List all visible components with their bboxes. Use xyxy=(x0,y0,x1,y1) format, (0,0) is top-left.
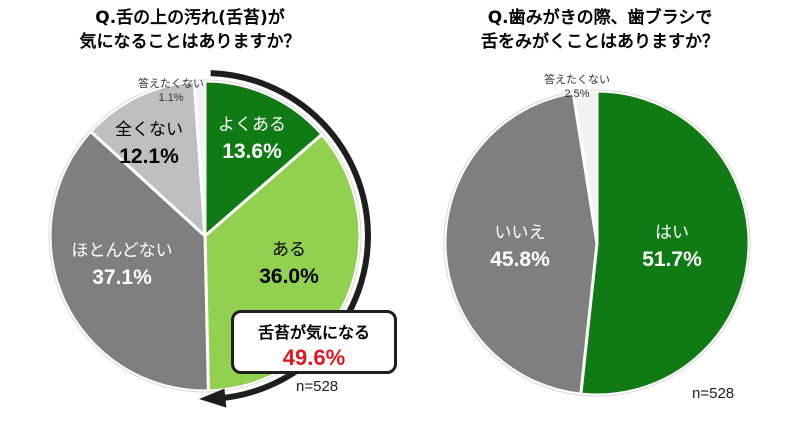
callout-label: 舌苔が気になる xyxy=(257,323,370,342)
pie-slice-left-3 xyxy=(88,79,207,240)
pie-slice-left-0 xyxy=(203,79,325,240)
slice-value-label: 2.5% xyxy=(564,88,589,100)
slice-label: 答えたくない xyxy=(138,76,204,90)
slice-value-label: 12.1% xyxy=(119,145,179,168)
slice-label: はい xyxy=(655,223,689,243)
callout-arrowhead xyxy=(199,388,227,408)
slice-label: よくある xyxy=(218,115,286,135)
slice-label: ある xyxy=(272,240,306,260)
callout-value: 49.6% xyxy=(282,345,346,370)
chart-title-left-line-2: 気になることはありますか？ xyxy=(79,32,301,52)
chart-title-right: Q.歯みがきの際、歯ブラシで 舌をみがくことはありますか？ xyxy=(430,6,770,54)
pie-slice-right-1 xyxy=(443,91,599,396)
pie-outline xyxy=(443,89,751,397)
sample-size-left: n=528 xyxy=(296,378,339,395)
chart-title-right-line-1: Q.歯みがきの際、歯ブラシで xyxy=(487,8,713,28)
callout-arc-arrow xyxy=(199,70,371,408)
pie-outline xyxy=(48,79,362,393)
slice-value-label: 51.7% xyxy=(642,248,702,271)
slice-value-label: 1.1% xyxy=(158,92,183,104)
slice-value-label: 45.8% xyxy=(490,248,550,271)
callout-box: 舌苔が気になる 49.6% xyxy=(231,310,397,374)
pie-slice-right-0 xyxy=(579,89,751,397)
callout-arc xyxy=(210,70,371,402)
pie-slice-right-2 xyxy=(571,89,599,244)
chart-title-right-line-2: 舌をみがくことはありますか？ xyxy=(481,32,719,52)
pie-slice-left-4 xyxy=(192,79,207,237)
slice-value-label: 36.0% xyxy=(259,265,319,288)
slice-label: 全くない xyxy=(115,120,183,140)
chart-title-left-line-1: Q.舌の上の汚れ(舌苔)が xyxy=(95,8,285,28)
pie-chart-right: はい 51.7% いいえ 45.8% 答えたくない 2.5% xyxy=(443,72,751,397)
slice-value-label: 37.1% xyxy=(92,266,152,289)
sample-size-right: n=528 xyxy=(692,385,735,402)
slice-label: いいえ xyxy=(495,223,546,243)
chart-title-left: Q.舌の上の汚れ(舌苔)が 気になることはありますか？ xyxy=(50,6,330,54)
pie-slice-left-2 xyxy=(48,129,210,393)
slice-label: ほとんどない xyxy=(71,241,172,261)
slice-value-label: 13.6% xyxy=(222,140,282,163)
slice-label: 答えたくない xyxy=(544,72,610,86)
